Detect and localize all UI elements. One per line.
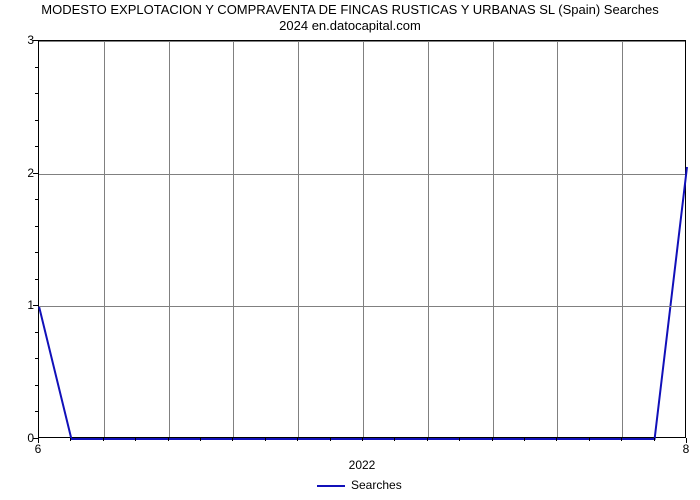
y-tick-label: 2 [4, 166, 34, 180]
x-minor-tick [492, 438, 493, 441]
gridline-h [39, 174, 685, 175]
y-tick-mark [33, 305, 38, 306]
y-minor-tick [35, 332, 38, 333]
x-minor-tick [168, 438, 169, 441]
x-minor-tick [459, 438, 460, 441]
y-minor-tick [35, 146, 38, 147]
y-minor-tick [35, 93, 38, 94]
x-minor-tick [232, 438, 233, 441]
x-minor-tick [103, 438, 104, 441]
gridline-h [39, 41, 685, 42]
x-minor-tick [589, 438, 590, 441]
legend-label: Searches [351, 478, 402, 492]
x-minor-tick [135, 438, 136, 441]
x-minor-tick [70, 438, 71, 441]
chart-title: MODESTO EXPLOTACION Y COMPRAVENTA DE FIN… [0, 2, 700, 33]
y-minor-tick [35, 385, 38, 386]
x-minor-tick [330, 438, 331, 441]
x-tick-label: 8 [683, 442, 690, 456]
gridline-v [104, 41, 105, 437]
x-minor-tick [362, 438, 363, 441]
gridline-v [169, 41, 170, 437]
x-minor-tick [297, 438, 298, 441]
gridline-v [622, 41, 623, 437]
y-tick-label: 1 [4, 298, 34, 312]
x-minor-tick [556, 438, 557, 441]
x-minor-tick [265, 438, 266, 441]
gridline-v [363, 41, 364, 437]
x-minor-tick [524, 438, 525, 441]
gridline-v [428, 41, 429, 437]
y-minor-tick [35, 199, 38, 200]
gridline-v [233, 41, 234, 437]
y-minor-tick [35, 411, 38, 412]
x-tick-mark [38, 438, 39, 443]
plot-area [38, 40, 686, 438]
y-tick-label: 0 [4, 431, 34, 445]
legend-line-icon [317, 485, 345, 487]
x-tick-mark [686, 438, 687, 443]
x-minor-tick [654, 438, 655, 441]
gridline-v [557, 41, 558, 437]
y-tick-label: 3 [4, 33, 34, 47]
y-minor-tick [35, 252, 38, 253]
y-minor-tick [35, 120, 38, 121]
x-minor-tick [394, 438, 395, 441]
x-tick-label: 6 [35, 442, 42, 456]
x-minor-tick [427, 438, 428, 441]
gridline-v [493, 41, 494, 437]
gridline-h [39, 306, 685, 307]
x-minor-tick [621, 438, 622, 441]
y-minor-tick [35, 279, 38, 280]
x-axis-label: 2022 [349, 458, 376, 472]
y-minor-tick [35, 226, 38, 227]
y-tick-mark [33, 173, 38, 174]
y-minor-tick [35, 67, 38, 68]
legend: Searches [317, 478, 402, 492]
gridline-v [298, 41, 299, 437]
chart-root: MODESTO EXPLOTACION Y COMPRAVENTA DE FIN… [0, 0, 700, 500]
y-minor-tick [35, 358, 38, 359]
x-minor-tick [200, 438, 201, 441]
y-tick-mark [33, 40, 38, 41]
